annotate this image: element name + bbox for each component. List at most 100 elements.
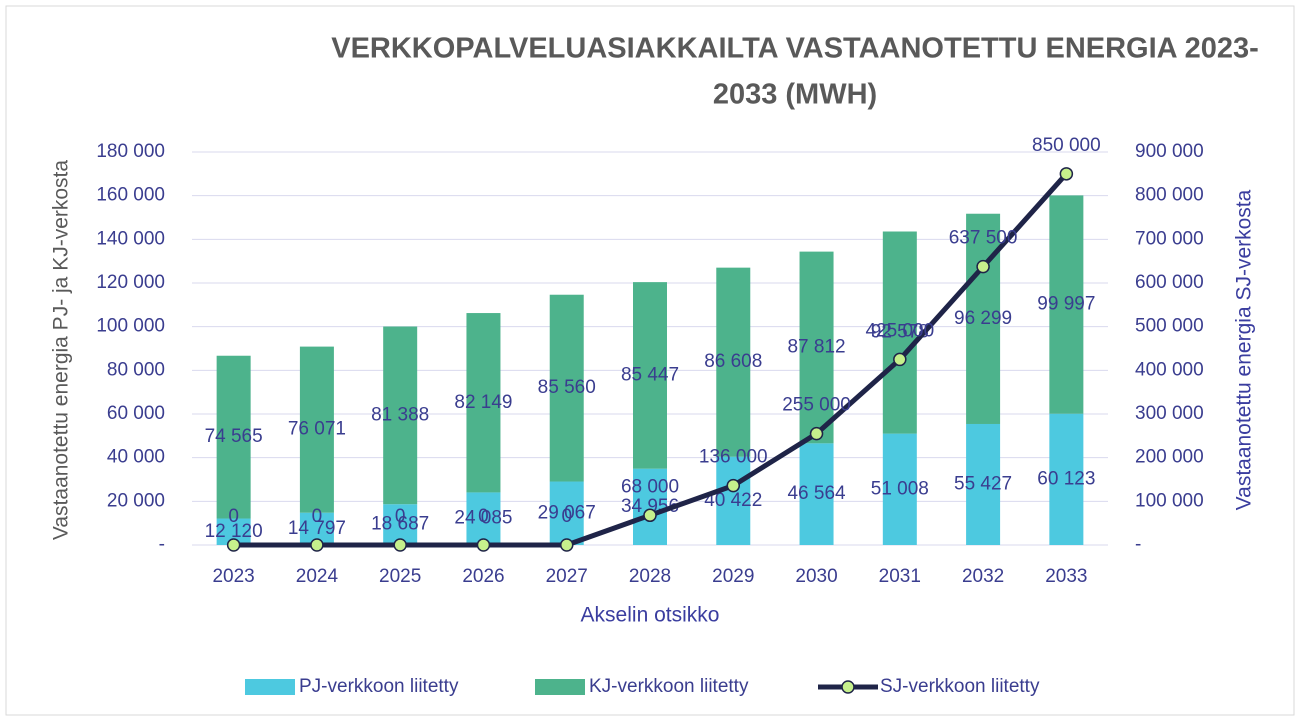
x-axis-title: Akselin otsikko [581, 604, 720, 627]
data-label: 0 [561, 506, 572, 527]
y2-tick-label: 700 000 [1135, 228, 1204, 249]
bar-segment [466, 313, 501, 493]
x-tick-label: 2031 [879, 566, 921, 587]
y2-tick-label: 900 000 [1135, 141, 1204, 162]
data-label: 425 000 [865, 320, 934, 341]
x-tick-label: 2028 [629, 566, 671, 587]
marker [643, 508, 657, 523]
legend-marker [841, 680, 855, 694]
data-label: 637 500 [949, 228, 1018, 249]
legend-label: PJ-verkkoon liitetty [299, 676, 459, 697]
data-label: 255 000 [782, 395, 851, 416]
marker [726, 478, 741, 493]
data-label: 68 000 [621, 476, 679, 497]
legend-label: SJ-verkkoon liitetty [880, 676, 1040, 697]
marker [976, 259, 990, 274]
bar-segment [383, 504, 418, 545]
data-label: 82 149 [454, 392, 512, 413]
y-tick-label: - [159, 534, 165, 555]
y-axis-title: Vastaanotettu energia PJ- ja KJ-verkosta [50, 160, 73, 540]
data-label: 74 565 [205, 426, 263, 447]
bar-segment [1049, 413, 1084, 545]
bar-segment [716, 456, 751, 545]
chart-title: VERKKOPALVELUASIAKKAILTA VASTAANOTETTU E… [331, 33, 1259, 65]
y-tick-label: 60 000 [107, 403, 165, 424]
y2-tick-label: 600 000 [1135, 272, 1204, 293]
x-tick-label: 2033 [1045, 566, 1087, 587]
data-label: 40 422 [704, 490, 762, 511]
x-tick-label: 2027 [546, 566, 588, 587]
data-label: 29 067 [538, 502, 596, 523]
bar-segment [549, 294, 584, 482]
x-tick-label: 2026 [462, 566, 504, 587]
bar-segment [799, 443, 834, 545]
y-tick-label: 80 000 [107, 359, 165, 380]
data-label: 86 608 [704, 351, 762, 372]
x-tick-label: 2025 [379, 566, 421, 587]
bar-segment [882, 231, 917, 434]
data-label: 60 123 [1037, 468, 1095, 489]
data-label: 92 578 [871, 322, 929, 343]
y2-tick-label: - [1135, 534, 1141, 555]
marker [1059, 167, 1074, 181]
marker [393, 538, 407, 552]
y-tick-label: 40 000 [107, 447, 165, 468]
bar-segment [549, 481, 584, 545]
data-label: 12 120 [205, 521, 263, 542]
data-label: 46 564 [787, 483, 846, 504]
y-tick-label: 140 000 [96, 228, 165, 249]
bar-segment [383, 326, 418, 505]
data-label: 0 [312, 506, 323, 527]
marker [809, 426, 824, 441]
bar-segment [633, 468, 667, 545]
marker [226, 538, 241, 552]
data-label: 51 008 [871, 478, 929, 499]
marker [476, 538, 491, 552]
legend-swatch [535, 679, 585, 695]
data-label: 0 [395, 506, 406, 527]
x-tick-label: 2023 [212, 566, 254, 587]
x-tick-label: 2030 [795, 566, 837, 587]
data-label: 14 797 [288, 518, 346, 539]
y2-tick-label: 800 000 [1135, 185, 1204, 206]
y-tick-label: 160 000 [96, 185, 165, 206]
y2-tick-label: 400 000 [1135, 359, 1204, 380]
legend-swatch [245, 679, 295, 695]
y2-tick-label: 500 000 [1135, 316, 1204, 337]
bar-segment [966, 423, 1001, 545]
y-tick-label: 180 000 [96, 141, 165, 162]
y2-tick-label: 200 000 [1135, 447, 1204, 468]
x-tick-label: 2029 [712, 566, 754, 587]
bar-segment [299, 346, 334, 513]
bar-segment [1049, 195, 1084, 414]
data-label: 55 427 [954, 474, 1012, 495]
bar-segment [882, 433, 917, 545]
y2-tick-label: 100 000 [1135, 490, 1204, 511]
data-label: 850 000 [1032, 135, 1101, 156]
data-label: 96 299 [954, 308, 1012, 329]
y2-tick-label: 300 000 [1135, 403, 1204, 424]
marker [559, 538, 574, 552]
data-label: 0 [228, 506, 239, 527]
marker [310, 538, 324, 552]
y-tick-label: 20 000 [107, 490, 165, 511]
data-label: 136 000 [699, 447, 768, 468]
data-label: 87 812 [787, 336, 845, 357]
data-label: 81 388 [371, 404, 429, 425]
data-label: 0 [478, 506, 489, 527]
y-tick-label: 100 000 [96, 316, 165, 337]
bar-segment [216, 355, 251, 519]
bar-segment [466, 492, 501, 545]
x-tick-label: 2024 [296, 566, 339, 587]
legend-label: KJ-verkkoon liitetty [589, 676, 749, 697]
data-label: 85 560 [538, 377, 596, 398]
marker [893, 352, 907, 367]
data-label: 76 071 [288, 419, 346, 440]
bar-segment [633, 282, 667, 469]
x-tick-label: 2032 [962, 566, 1004, 587]
bar-segment [799, 251, 834, 444]
data-label: 24 085 [454, 508, 512, 529]
data-label: 85 447 [621, 364, 679, 385]
y-tick-label: 120 000 [96, 272, 165, 293]
